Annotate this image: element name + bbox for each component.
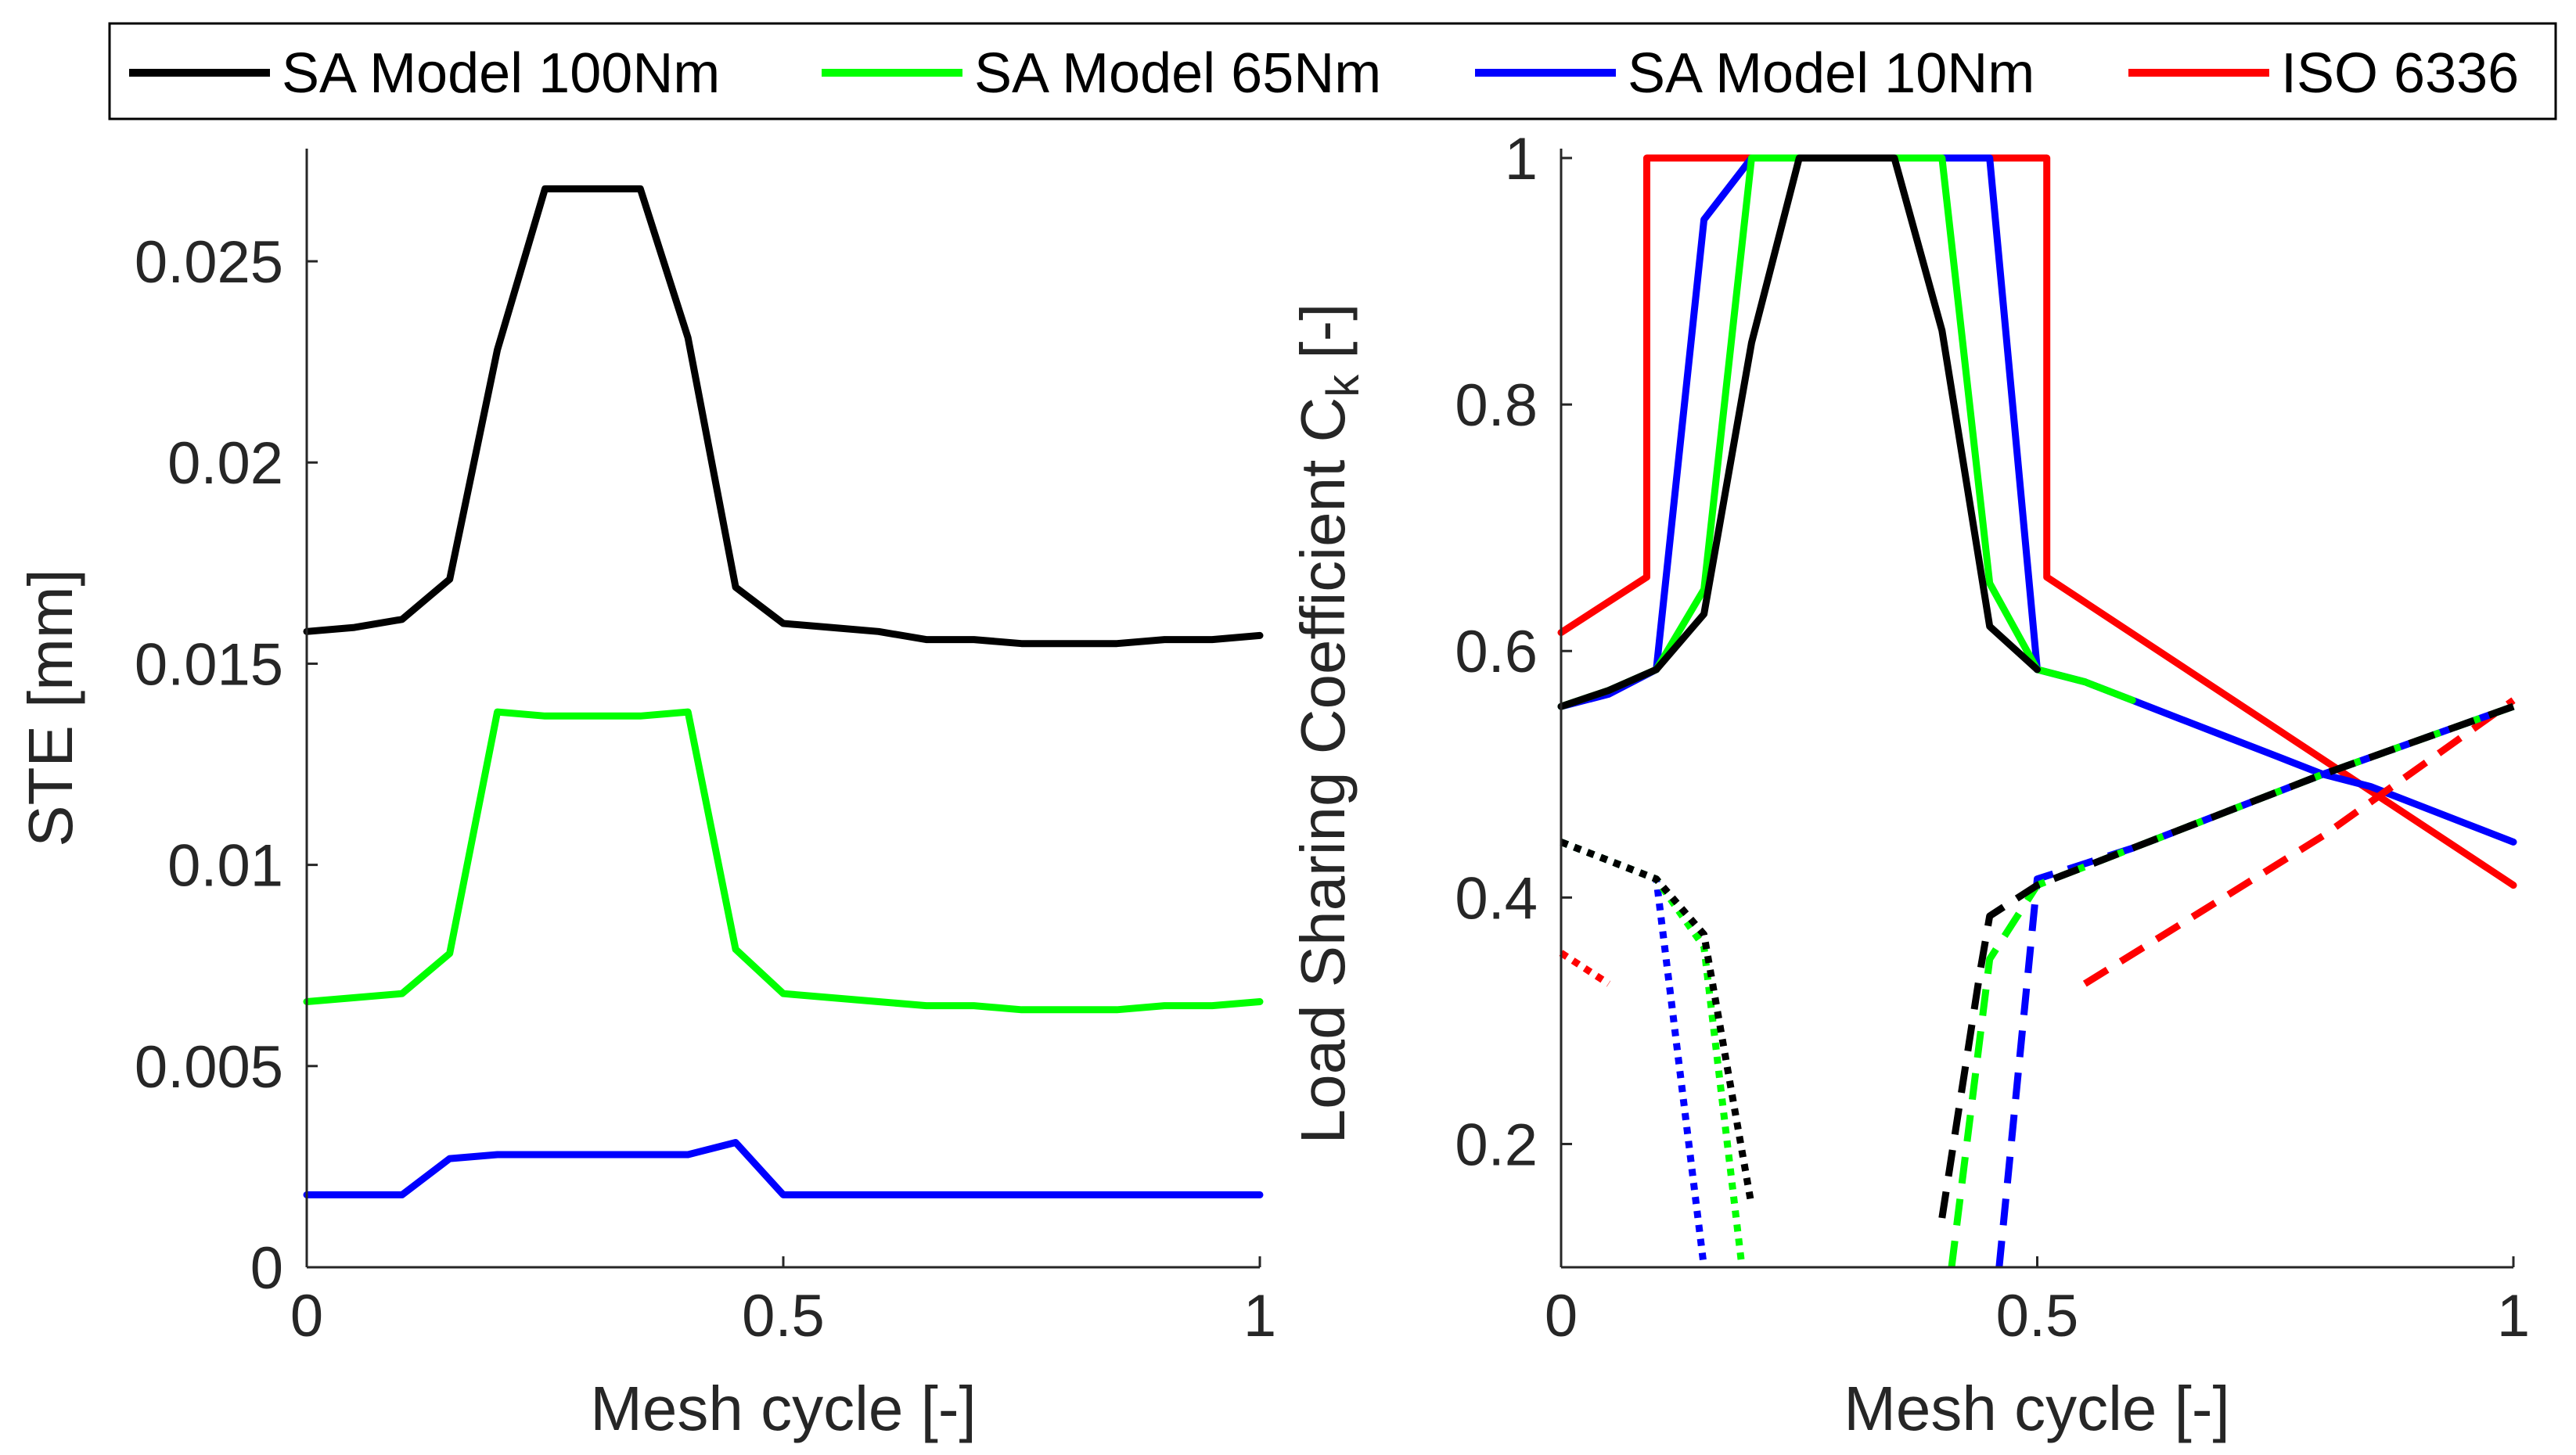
ste-y-tick-label: 0 — [250, 1235, 283, 1302]
ste-y-tick-label: 0.025 — [135, 229, 283, 296]
legend: SA Model 100Nm SA Model 65Nm SA Model 10… — [108, 22, 2557, 120]
ste-axes — [305, 149, 1260, 1269]
load-sharing-series-sa-model-100nm-dashed — [1938, 702, 2515, 1219]
legend-label-iso: ISO 6336 — [2281, 42, 2519, 105]
ste-x-tick-label: 0.5 — [742, 1283, 825, 1349]
load-sharing-series-sa-model-100nm — [1557, 154, 2041, 710]
ste-series-sa-model-100nm — [303, 185, 1264, 648]
ste-series — [303, 185, 1264, 1198]
load-sharing-x-tick-label: 1 — [2497, 1283, 2530, 1349]
load-sharing-y-tick-label: 0.4 — [1455, 865, 1538, 932]
load-sharing-y-tick-label: 0.6 — [1455, 619, 1538, 685]
load-sharing-series-sa-model-10nm-dotted — [1560, 839, 1708, 1268]
load-sharing-x-tick-label: 0 — [1545, 1283, 1578, 1349]
load-sharing-series-sa-model-65nm-dotted — [1560, 839, 1746, 1268]
load-sharing-y-label-subscript: k — [1318, 374, 1369, 397]
legend-label-100nm: SA Model 100Nm — [282, 42, 720, 105]
load-sharing-series-sa-model-100nm-dotted — [1560, 839, 1755, 1206]
ste-x-tick-label: 1 — [1243, 1283, 1276, 1349]
ste-y-tick-label: 0.005 — [135, 1034, 283, 1101]
load-sharing-y-label-main: Load Sharing Coefficient C — [1288, 397, 1358, 1144]
load-sharing-y-tick-label: 0.8 — [1455, 372, 1538, 439]
load-sharing-y-tick-label: 1 — [1505, 126, 1538, 192]
load-sharing-series-sa-model-65nm-dashed — [1948, 702, 2515, 1268]
load-sharing-series-sa-model-10nm-dashed — [1995, 702, 2515, 1268]
ste-y-axis-label: STE [mm] — [16, 569, 85, 847]
ste-y-tick-label: 0.02 — [167, 430, 283, 497]
ste-y-tick-label: 0.015 — [135, 631, 283, 698]
load-sharing-axes — [1560, 149, 2513, 1269]
ste-ticks: 0 0.5 1 0 0.005 0.01 0.015 0.02 0.025 — [135, 229, 1276, 1349]
ste-chart: 0 0.5 1 0 0.005 0.01 0.015 0.02 0.025 Mesh cycle… — [16, 149, 1276, 1443]
ste-x-tick-label: 0 — [290, 1283, 323, 1349]
ste-series-sa-model-10nm — [303, 1139, 1264, 1198]
load-sharing-series — [1557, 154, 2517, 1268]
ste-series-sa-model-65nm — [303, 708, 1264, 1014]
ste-x-axis-label: Mesh cycle [-] — [590, 1374, 976, 1443]
legend-label-10nm: SA Model 10Nm — [1628, 42, 2035, 105]
load-sharing-y-axis-label: Load Sharing Coefficient Ck [-] — [1288, 304, 1369, 1144]
load-sharing-series-iso-6336 — [1557, 154, 2517, 889]
load-sharing-series-sa-model-10nm — [1557, 154, 2517, 846]
load-sharing-y-tick-label: 0.2 — [1455, 1112, 1538, 1178]
load-sharing-x-tick-label: 0.5 — [1996, 1283, 2079, 1349]
load-sharing-x-axis-label: Mesh cycle [-] — [1844, 1374, 2229, 1443]
load-sharing-chart: 0 0.5 1 0.2 0.4 0.6 0.8 1 Mesh cycle [-] Load S… — [1288, 126, 2530, 1443]
load-sharing-ticks: 0 0.5 1 0.2 0.4 0.6 0.8 1 — [1455, 126, 2530, 1349]
load-sharing-series-iso-6336-dashed — [2082, 697, 2516, 987]
load-sharing-y-label-suffix: [-] — [1288, 304, 1358, 359]
ste-y-tick-label: 0.01 — [167, 833, 283, 900]
legend-label-65nm: SA Model 65Nm — [974, 42, 1381, 105]
load-sharing-series-iso-6336-dotted — [1559, 950, 1611, 987]
